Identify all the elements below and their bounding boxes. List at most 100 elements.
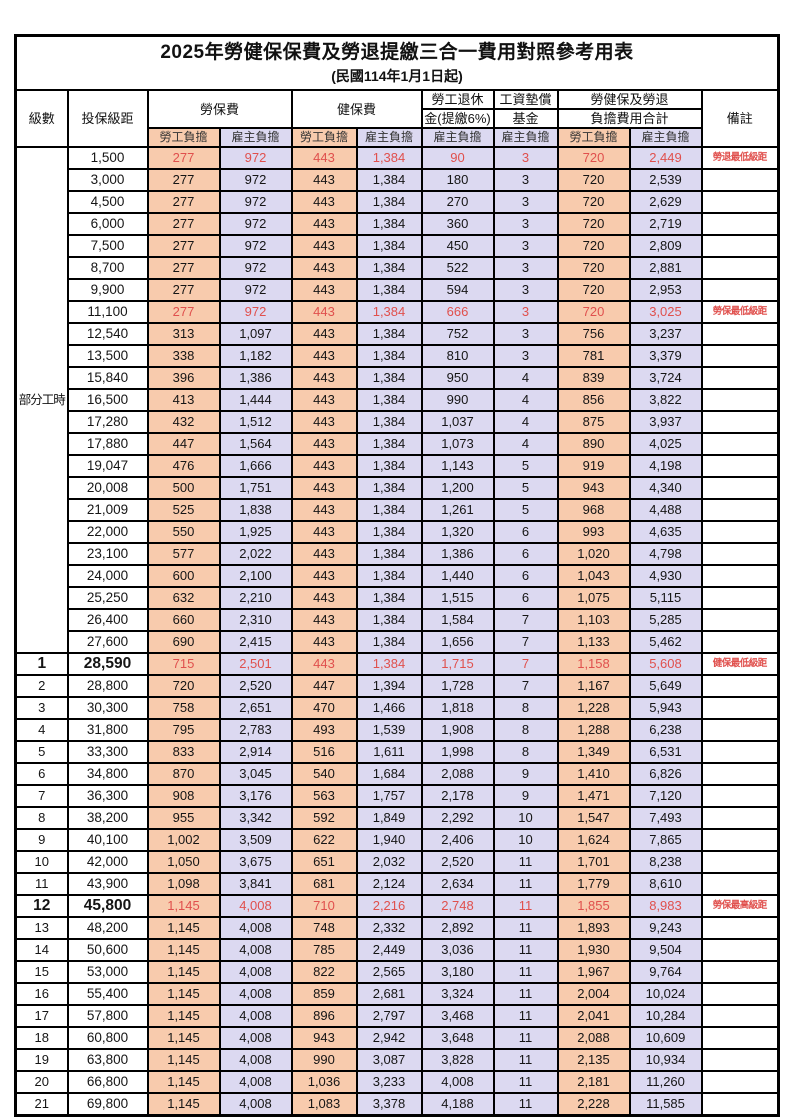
health-employee-cell: 443 — [290, 322, 358, 346]
labor-employee-cell: 720 — [146, 674, 221, 698]
labor-employee-cell: 1,145 — [146, 894, 221, 918]
level-cell: 2 — [14, 674, 69, 698]
note-cell — [700, 1026, 780, 1050]
labor-employer-cell: 972 — [218, 190, 293, 214]
bracket-cell: 43,900 — [66, 872, 149, 896]
table-row: 17,880 447 1,564 443 1,384 1,073 4 890 4… — [16, 432, 780, 456]
pension-employer-cell: 752 — [420, 322, 495, 346]
health-employer-cell: 1,384 — [355, 630, 423, 654]
labor-employee-cell: 1,145 — [146, 1070, 221, 1094]
wage-fund-employer-cell: 11 — [492, 872, 559, 896]
bracket-cell: 27,600 — [66, 630, 149, 654]
labor-employer-cell: 2,210 — [218, 586, 293, 610]
total-employee-cell: 1,855 — [556, 894, 631, 918]
wage-fund-employer-cell: 9 — [492, 784, 559, 808]
wage-fund-employer-cell: 5 — [492, 476, 559, 500]
bracket-cell: 31,800 — [66, 718, 149, 742]
labor-employee-cell: 1,145 — [146, 960, 221, 984]
table-row: 14 50,600 1,145 4,008 785 2,449 3,036 11 … — [14, 938, 780, 962]
pension-employer-cell: 1,715 — [420, 652, 495, 676]
total-employer-cell: 3,724 — [628, 366, 703, 390]
health-employer-cell: 2,216 — [355, 894, 423, 918]
title-row: 2025年勞健保保費及勞退提繳三合一費用對照參考用表 (民國114年1月1日起) — [14, 34, 780, 91]
pension-employer-cell: 270 — [420, 190, 495, 214]
table-row: 8 38,200 955 3,342 592 1,849 2,292 10 1,5… — [14, 806, 780, 830]
labor-employer-cell: 4,008 — [218, 1070, 293, 1094]
page-subtitle: (民國114年1月1日起) — [331, 68, 463, 84]
col-header-wage-fund-line1: 工資墊償 — [492, 89, 559, 110]
total-employer-cell: 3,379 — [628, 344, 703, 368]
health-employer-cell: 1,384 — [355, 146, 423, 170]
note-cell — [700, 916, 780, 940]
table-row: 部分工時 1,500 277 972 443 1,384 90 3 720 2,4… — [14, 146, 780, 654]
bracket-cell: 15,840 — [66, 366, 149, 390]
health-employee-cell: 651 — [290, 850, 358, 874]
health-employee-cell: 748 — [290, 916, 358, 940]
health-employer-cell: 1,466 — [355, 696, 423, 720]
total-employee-cell: 1,103 — [556, 608, 631, 632]
pension-employer-cell: 666 — [420, 300, 495, 324]
pension-employer-cell: 2,292 — [420, 806, 495, 830]
table-row: 17,280 432 1,512 443 1,384 1,037 4 875 3… — [16, 410, 780, 434]
bracket-cell: 60,800 — [66, 1026, 149, 1050]
bracket-cell: 12,540 — [66, 322, 149, 346]
total-employer-cell: 10,609 — [628, 1026, 703, 1050]
wage-fund-employer-cell: 3 — [492, 300, 559, 324]
level-cell: 21 — [14, 1092, 69, 1117]
labor-employer-cell: 4,008 — [218, 1048, 293, 1072]
total-employer-cell: 2,719 — [628, 212, 703, 236]
total-employee-cell: 1,158 — [556, 652, 631, 676]
pension-employer-cell: 3,036 — [420, 938, 495, 962]
health-employer-cell: 1,384 — [355, 322, 423, 346]
total-employee-cell: 720 — [556, 234, 631, 258]
total-employer-cell: 4,798 — [628, 542, 703, 566]
note-cell — [700, 608, 780, 632]
pension-employer-cell: 1,998 — [420, 740, 495, 764]
bracket-cell: 22,000 — [66, 520, 149, 544]
pension-employer-cell: 1,320 — [420, 520, 495, 544]
table-row: 13,500 338 1,182 443 1,384 810 3 781 3,3… — [16, 344, 780, 368]
pension-employer-cell: 2,088 — [420, 762, 495, 786]
table-row: 17 57,800 1,145 4,008 896 2,797 3,468 11 … — [14, 1004, 780, 1028]
header-row-1: 級數 投保級距 勞保費 健保費 勞工退休 工資墊償 勞健保及勞退 備註 — [14, 89, 780, 148]
wage-fund-employer-cell: 4 — [492, 432, 559, 456]
note-cell — [700, 1070, 780, 1094]
pension-employer-cell: 2,406 — [420, 828, 495, 852]
total-employee-cell: 2,004 — [556, 982, 631, 1006]
table-row: 19 63,800 1,145 4,008 990 3,087 3,828 11 … — [14, 1048, 780, 1072]
table-row: 16,500 413 1,444 443 1,384 990 4 856 3,8… — [16, 388, 780, 412]
labor-employer-cell: 972 — [218, 278, 293, 302]
table-row: 11,100 277 972 443 1,384 666 3 720 3,025… — [16, 300, 780, 324]
health-employer-cell: 1,611 — [355, 740, 423, 764]
health-employee-cell: 443 — [290, 454, 358, 478]
table-row: 10 42,000 1,050 3,675 651 2,032 2,520 11 … — [14, 850, 780, 874]
total-employer-cell: 11,585 — [628, 1092, 703, 1117]
bracket-cell: 13,500 — [66, 344, 149, 368]
total-employee-cell: 968 — [556, 498, 631, 522]
level-cell: 7 — [14, 784, 69, 808]
labor-employer-cell: 1,182 — [218, 344, 293, 368]
labor-employer-cell: 3,841 — [218, 872, 293, 896]
health-employee-cell: 859 — [290, 982, 358, 1006]
health-employee-cell: 443 — [290, 520, 358, 544]
labor-employee-cell: 396 — [146, 366, 221, 390]
total-employer-cell: 4,025 — [628, 432, 703, 456]
wage-fund-employer-cell: 8 — [492, 718, 559, 742]
table-row: 26,400 660 2,310 443 1,384 1,584 7 1,103… — [16, 608, 780, 632]
bracket-cell: 30,300 — [66, 696, 149, 720]
total-employee-cell: 1,471 — [556, 784, 631, 808]
labor-employer-cell: 2,415 — [218, 630, 293, 654]
labor-employer-cell: 3,176 — [218, 784, 293, 808]
pension-employer-cell: 1,656 — [420, 630, 495, 654]
health-employee-cell: 710 — [290, 894, 358, 918]
labor-employee-cell: 277 — [146, 168, 221, 192]
table-row: 6 34,800 870 3,045 540 1,684 2,088 9 1,41… — [14, 762, 780, 786]
health-employee-cell: 443 — [290, 608, 358, 632]
subheader-labor-employer: 雇主負擔 — [218, 127, 293, 148]
note-cell — [700, 828, 780, 852]
table-row: 18 60,800 1,145 4,008 943 2,942 3,648 11 … — [14, 1026, 780, 1050]
pension-employer-cell: 3,648 — [420, 1026, 495, 1050]
labor-employer-cell: 1,838 — [218, 498, 293, 522]
level-cell-part-time: 部分工時 — [14, 146, 69, 654]
total-employee-cell: 720 — [556, 168, 631, 192]
